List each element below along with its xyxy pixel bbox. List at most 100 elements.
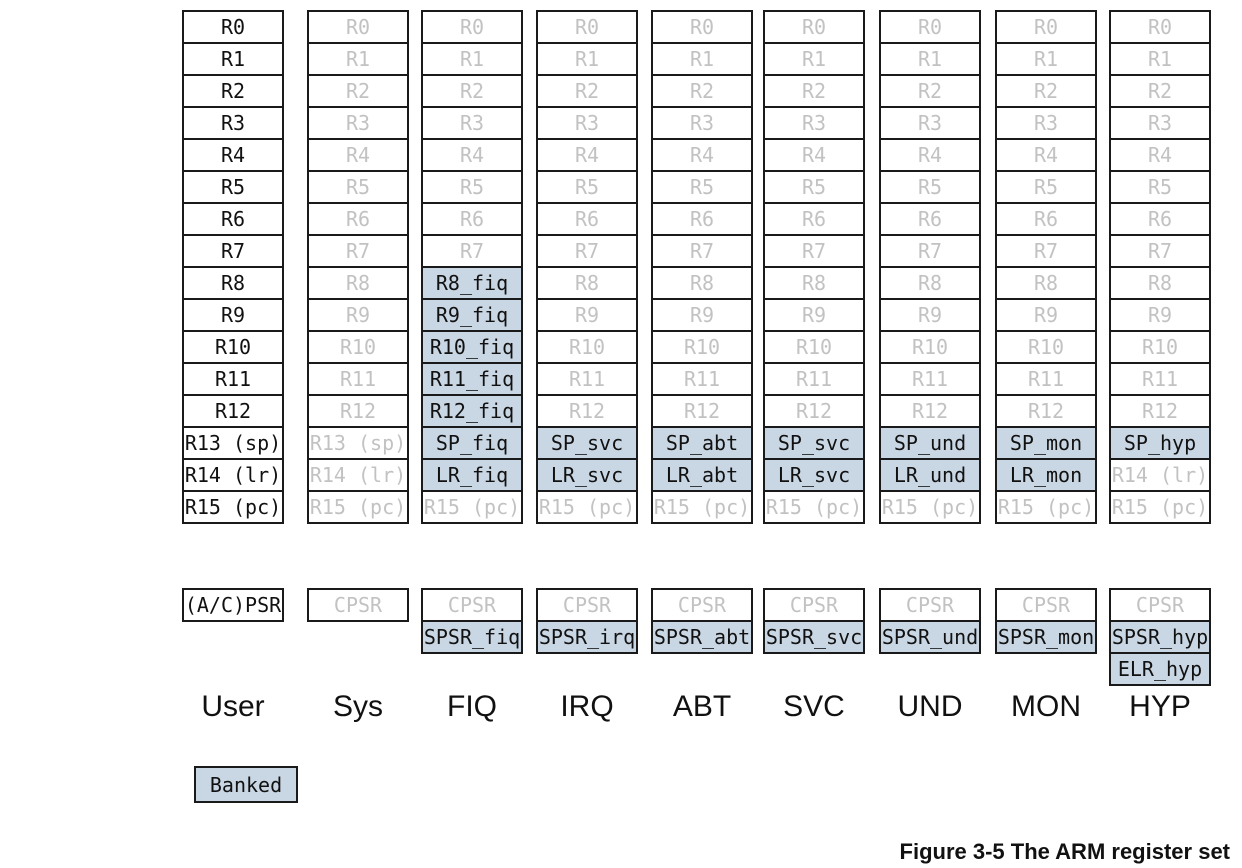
psr-und-cpsr: CPSR — [879, 588, 981, 622]
register-svc-r4: R4 — [763, 138, 865, 172]
register-sys-r9: R9 — [307, 298, 409, 332]
register-svc-r0: R0 — [763, 10, 865, 44]
register-sys-r14-lr: R14 (lr) — [307, 458, 409, 492]
register-fiq-r4: R4 — [421, 138, 523, 172]
register-abt-r12: R12 — [651, 394, 753, 428]
register-abt-r8: R8 — [651, 266, 753, 300]
figure-caption: Figure 3-5 The ARM register set — [899, 839, 1230, 864]
register-svc-r10: R10 — [763, 330, 865, 364]
register-mon-r9: R9 — [995, 298, 1097, 332]
psr-sys-cpsr: CPSR — [307, 588, 409, 622]
mode-label-hyp: HYP — [1129, 690, 1191, 723]
register-abt-r2: R2 — [651, 74, 753, 108]
register-user-r6: R6 — [182, 202, 284, 236]
register-hyp-r2: R2 — [1109, 74, 1211, 108]
register-svc-r15-pc: R15 (pc) — [763, 490, 865, 524]
psr-svc-spsr-svc: SPSR_svc — [763, 620, 865, 654]
register-abt-r9: R9 — [651, 298, 753, 332]
register-user-r10: R10 — [182, 330, 284, 364]
register-column-mon: R0 R1 R2 R3 R4 R5 R6 R7 R8 R9 R10 R11 R12 SP_mon LR_mo… — [995, 10, 1097, 524]
register-und-r5: R5 — [879, 170, 981, 204]
register-hyp-r1: R1 — [1109, 42, 1211, 76]
register-abt-r4: R4 — [651, 138, 753, 172]
register-irq-r7: R7 — [536, 234, 638, 268]
register-und-r7: R7 — [879, 234, 981, 268]
register-hyp-r9: R9 — [1109, 298, 1211, 332]
register-hyp-r12: R12 — [1109, 394, 1211, 428]
register-svc-r1: R1 — [763, 42, 865, 76]
register-user-r1: R1 — [182, 42, 284, 76]
psr-group-abt: CPSR SPSR_abt — [651, 588, 753, 654]
register-abt-r10: R10 — [651, 330, 753, 364]
register-hyp-r5: R5 — [1109, 170, 1211, 204]
legend-banked-swatch: Banked — [194, 766, 298, 803]
register-irq-r15-pc: R15 (pc) — [536, 490, 638, 524]
psr-group-hyp: CPSR SPSR_hyp ELR_hyp — [1109, 588, 1211, 686]
register-svc-r12: R12 — [763, 394, 865, 428]
register-irq-r0: R0 — [536, 10, 638, 44]
register-sys-r4: R4 — [307, 138, 409, 172]
psr-group-und: CPSR SPSR_und — [879, 588, 981, 654]
psr-fiq-cpsr: CPSR — [421, 588, 523, 622]
register-sys-r12: R12 — [307, 394, 409, 428]
register-column-und: R0 R1 R2 R3 R4 R5 R6 R7 R8 R9 R10 R11 R12 SP_und LR_un… — [879, 10, 981, 524]
mode-label-svc: SVC — [783, 690, 845, 723]
register-abt-r6: R6 — [651, 202, 753, 236]
register-und-r15-pc: R15 (pc) — [879, 490, 981, 524]
register-hyp-r11: R11 — [1109, 362, 1211, 396]
psr-abt-cpsr: CPSR — [651, 588, 753, 622]
register-sys-r13-sp: R13 (sp) — [307, 426, 409, 460]
register-abt-r5: R5 — [651, 170, 753, 204]
register-sys-r0: R0 — [307, 10, 409, 44]
register-abt-r0: R0 — [651, 10, 753, 44]
register-hyp-r3: R3 — [1109, 106, 1211, 140]
register-sys-r6: R6 — [307, 202, 409, 236]
register-und-r12: R12 — [879, 394, 981, 428]
register-und-r0: R0 — [879, 10, 981, 44]
register-mon-lr-mon: LR_mon — [995, 458, 1097, 492]
register-irq-lr-svc: LR_svc — [536, 458, 638, 492]
register-user-r13-sp: R13 (sp) — [182, 426, 284, 460]
mode-label-und: UND — [897, 690, 963, 723]
register-abt-r3: R3 — [651, 106, 753, 140]
register-user-r7: R7 — [182, 234, 284, 268]
register-fiq-lr-fiq: LR_fiq — [421, 458, 523, 492]
psr-group-fiq: CPSR SPSR_fiq — [421, 588, 523, 654]
register-fiq-sp-fiq: SP_fiq — [421, 426, 523, 460]
register-und-r2: R2 — [879, 74, 981, 108]
register-fiq-r9-fiq: R9_fiq — [421, 298, 523, 332]
register-abt-r11: R11 — [651, 362, 753, 396]
register-column-svc: R0 R1 R2 R3 R4 R5 R6 R7 R8 R9 R10 R11 R12 SP_svc LR_sv… — [763, 10, 865, 524]
register-mon-r1: R1 — [995, 42, 1097, 76]
register-sys-r2: R2 — [307, 74, 409, 108]
register-irq-r10: R10 — [536, 330, 638, 364]
psr-abt-spsr-abt: SPSR_abt — [651, 620, 753, 654]
psr-group-svc: CPSR SPSR_svc — [763, 588, 865, 654]
register-sys-r1: R1 — [307, 42, 409, 76]
register-sys-r15-pc: R15 (pc) — [307, 490, 409, 524]
register-fiq-r0: R0 — [421, 10, 523, 44]
register-hyp-r6: R6 — [1109, 202, 1211, 236]
register-und-r6: R6 — [879, 202, 981, 236]
psr-user-a-c-psr: (A/C)PSR — [182, 588, 284, 622]
register-mon-r5: R5 — [995, 170, 1097, 204]
register-und-r9: R9 — [879, 298, 981, 332]
register-user-r8: R8 — [182, 266, 284, 300]
register-irq-r8: R8 — [536, 266, 638, 300]
register-und-r4: R4 — [879, 138, 981, 172]
register-abt-r7: R7 — [651, 234, 753, 268]
register-abt-lr-abt: LR_abt — [651, 458, 753, 492]
register-svc-r8: R8 — [763, 266, 865, 300]
register-user-r11: R11 — [182, 362, 284, 396]
psr-svc-cpsr: CPSR — [763, 588, 865, 622]
register-user-r3: R3 — [182, 106, 284, 140]
register-mon-r7: R7 — [995, 234, 1097, 268]
register-und-r8: R8 — [879, 266, 981, 300]
register-hyp-r10: R10 — [1109, 330, 1211, 364]
mode-label-abt: ABT — [672, 690, 732, 723]
register-mon-r15-pc: R15 (pc) — [995, 490, 1097, 524]
register-irq-r9: R9 — [536, 298, 638, 332]
register-mon-r12: R12 — [995, 394, 1097, 428]
register-svc-sp-svc: SP_svc — [763, 426, 865, 460]
register-sys-r11: R11 — [307, 362, 409, 396]
